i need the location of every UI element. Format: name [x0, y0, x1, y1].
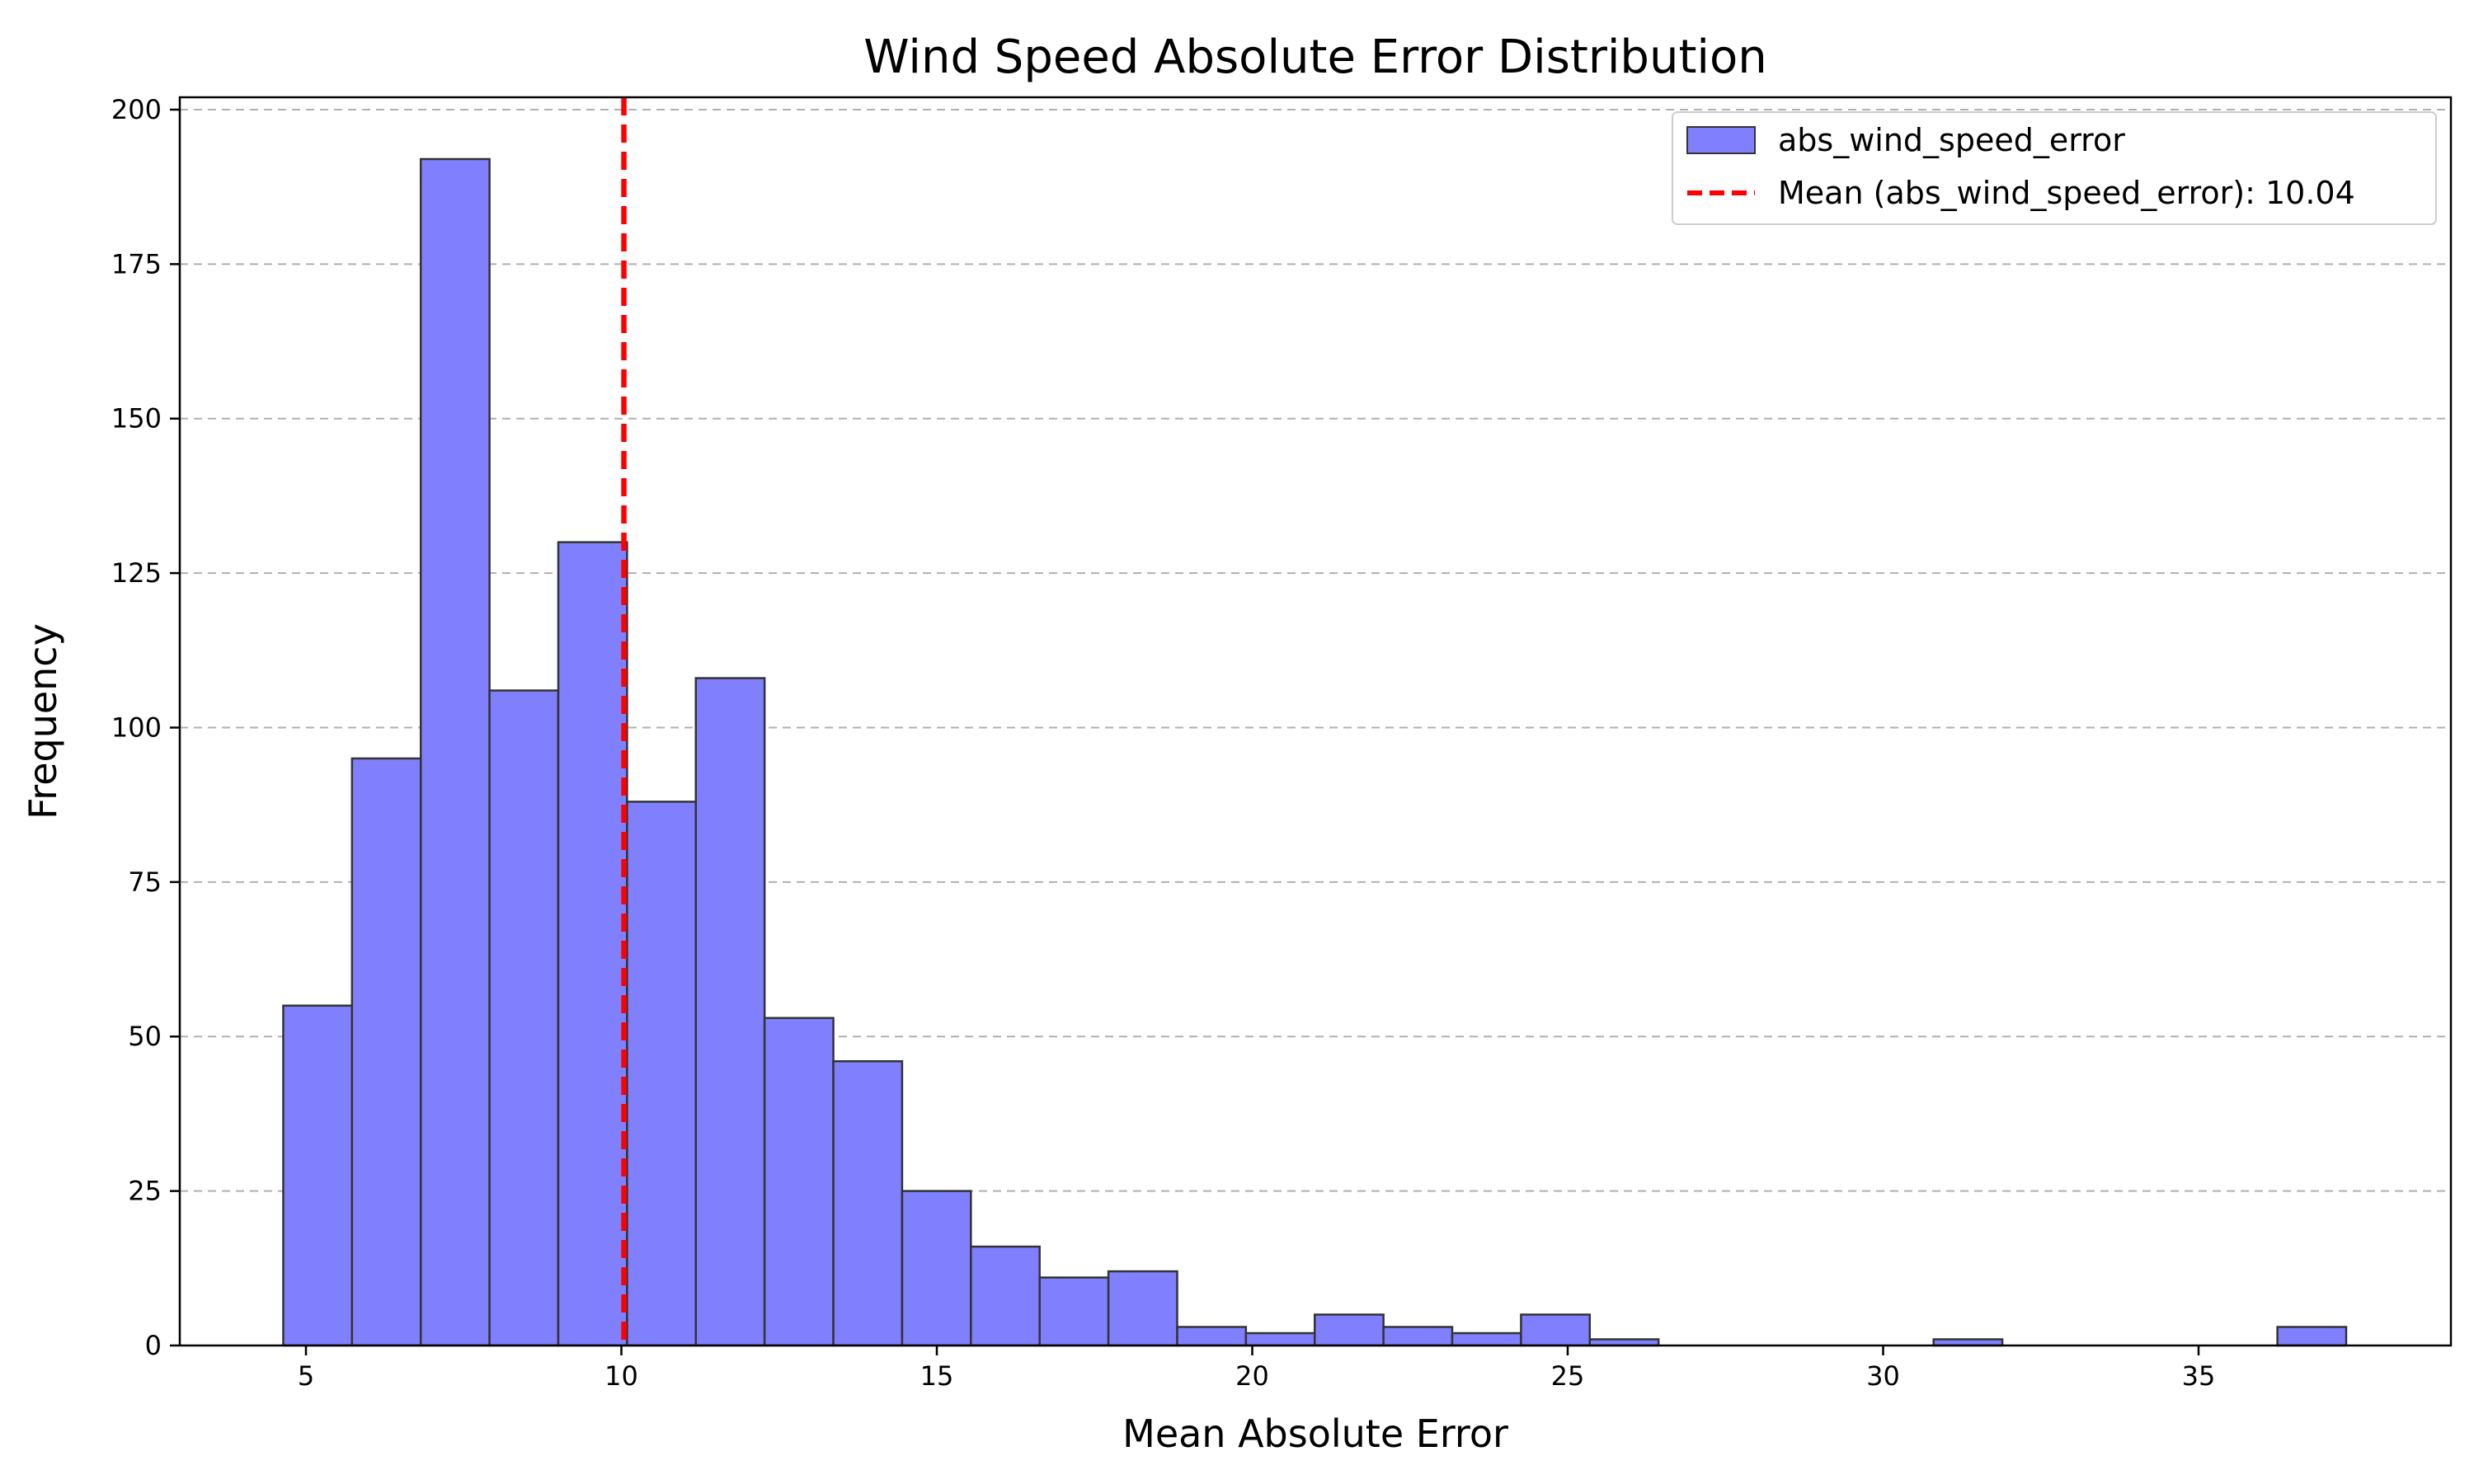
x-tick-label: 25 [1551, 1360, 1585, 1392]
y-axis-label: Frequency [21, 623, 65, 819]
histogram-bar [1313, 1313, 1385, 1347]
histogram-bar [970, 1245, 1041, 1347]
x-tick-label: 5 [298, 1360, 314, 1392]
x-tick-label: 20 [1235, 1360, 1269, 1392]
histogram-bar [626, 801, 698, 1347]
y-tick-label: 175 [111, 248, 162, 279]
histogram-bar [419, 157, 491, 1347]
x-tick-label: 35 [2182, 1360, 2216, 1392]
plot-frame [178, 96, 2453, 1347]
histogram-bar [1244, 1331, 1316, 1347]
x-tick-label: 30 [1866, 1360, 1900, 1392]
y-tick-label: 150 [111, 403, 162, 434]
histogram-bar [2276, 1326, 2348, 1347]
y-tick-label: 25 [128, 1176, 162, 1207]
histogram-bar [350, 757, 422, 1347]
histogram-bar [694, 677, 766, 1347]
histogram-bar [282, 1004, 354, 1347]
x-axis-ticks: 5 10 15 20 25 30 35 [298, 1345, 2216, 1392]
y-tick-label: 200 [111, 94, 162, 125]
x-tick-label: 15 [920, 1360, 954, 1392]
histogram-bar [488, 689, 560, 1347]
y-tick-label: 125 [111, 557, 162, 589]
x-axis-label: Mean Absolute Error [1122, 1411, 1508, 1456]
histogram-bars [282, 157, 2348, 1347]
histogram-bar [1176, 1326, 1248, 1347]
y-tick-label: 50 [128, 1021, 162, 1052]
legend-box [1672, 111, 2437, 225]
histogram-bar [1038, 1276, 1110, 1347]
histogram-bar [1451, 1331, 1522, 1347]
legend-label-histogram: abs_wind_speed_error [1778, 122, 2125, 158]
legend: abs_wind_speed_error Mean (abs_wind_spee… [1672, 111, 2437, 225]
y-tick-label: 0 [145, 1330, 162, 1361]
y-axis-ticks: 0 25 50 75 100 125 150 175 200 [111, 94, 180, 1361]
x-tick-label: 10 [604, 1360, 638, 1392]
y-tick-label: 100 [111, 711, 162, 743]
histogram-bar [832, 1059, 904, 1347]
histogram-bar [1520, 1313, 1592, 1347]
legend-swatch-histogram [1686, 126, 1756, 154]
chart-title: Wind Speed Absolute Error Distribution [863, 31, 1766, 84]
histogram-bar [557, 541, 628, 1347]
histogram-bar [901, 1190, 972, 1347]
histogram-bar [1382, 1326, 1454, 1347]
histogram-bar [1107, 1270, 1178, 1347]
legend-label-mean-line: Mean (abs_wind_speed_error): 10.04 [1778, 175, 2355, 211]
histogram-bar [763, 1017, 835, 1347]
y-tick-label: 75 [128, 866, 162, 898]
